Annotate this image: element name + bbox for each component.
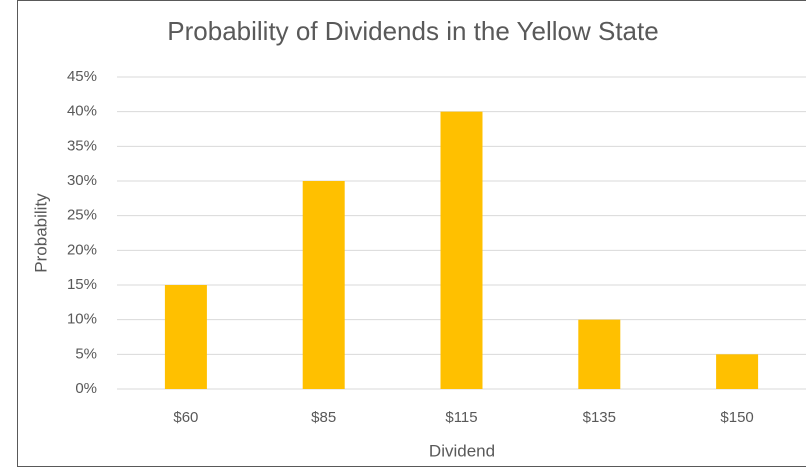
- x-tick-label: $60: [173, 409, 198, 426]
- x-tick-label: $115: [445, 409, 477, 426]
- x-axis-label: Dividend: [429, 441, 495, 460]
- y-tick-label: 0%: [75, 380, 97, 397]
- bar: [302, 181, 345, 389]
- y-tick-label: 45%: [67, 68, 97, 85]
- bar: [440, 111, 483, 390]
- y-tick-label: 10%: [67, 311, 97, 328]
- bar: [164, 285, 207, 389]
- chart-frame: [17, 0, 806, 467]
- y-tick-label: 40%: [67, 103, 97, 120]
- y-tick-label: 15%: [67, 276, 97, 293]
- bar: [716, 354, 759, 389]
- y-tick-label: 5%: [75, 345, 97, 362]
- x-tick-label: $135: [583, 409, 616, 426]
- y-axis-label: Probability: [31, 193, 50, 273]
- x-tick-label: $150: [720, 409, 753, 426]
- y-tick-label: 20%: [67, 241, 97, 258]
- x-tick-label: $85: [311, 409, 336, 426]
- y-tick-label: 30%: [67, 172, 97, 189]
- y-tick-label: 35%: [67, 137, 97, 154]
- y-tick-label: 25%: [67, 207, 97, 224]
- bar: [578, 319, 621, 389]
- chart-title: Probability of Dividends in the Yellow S…: [167, 16, 658, 46]
